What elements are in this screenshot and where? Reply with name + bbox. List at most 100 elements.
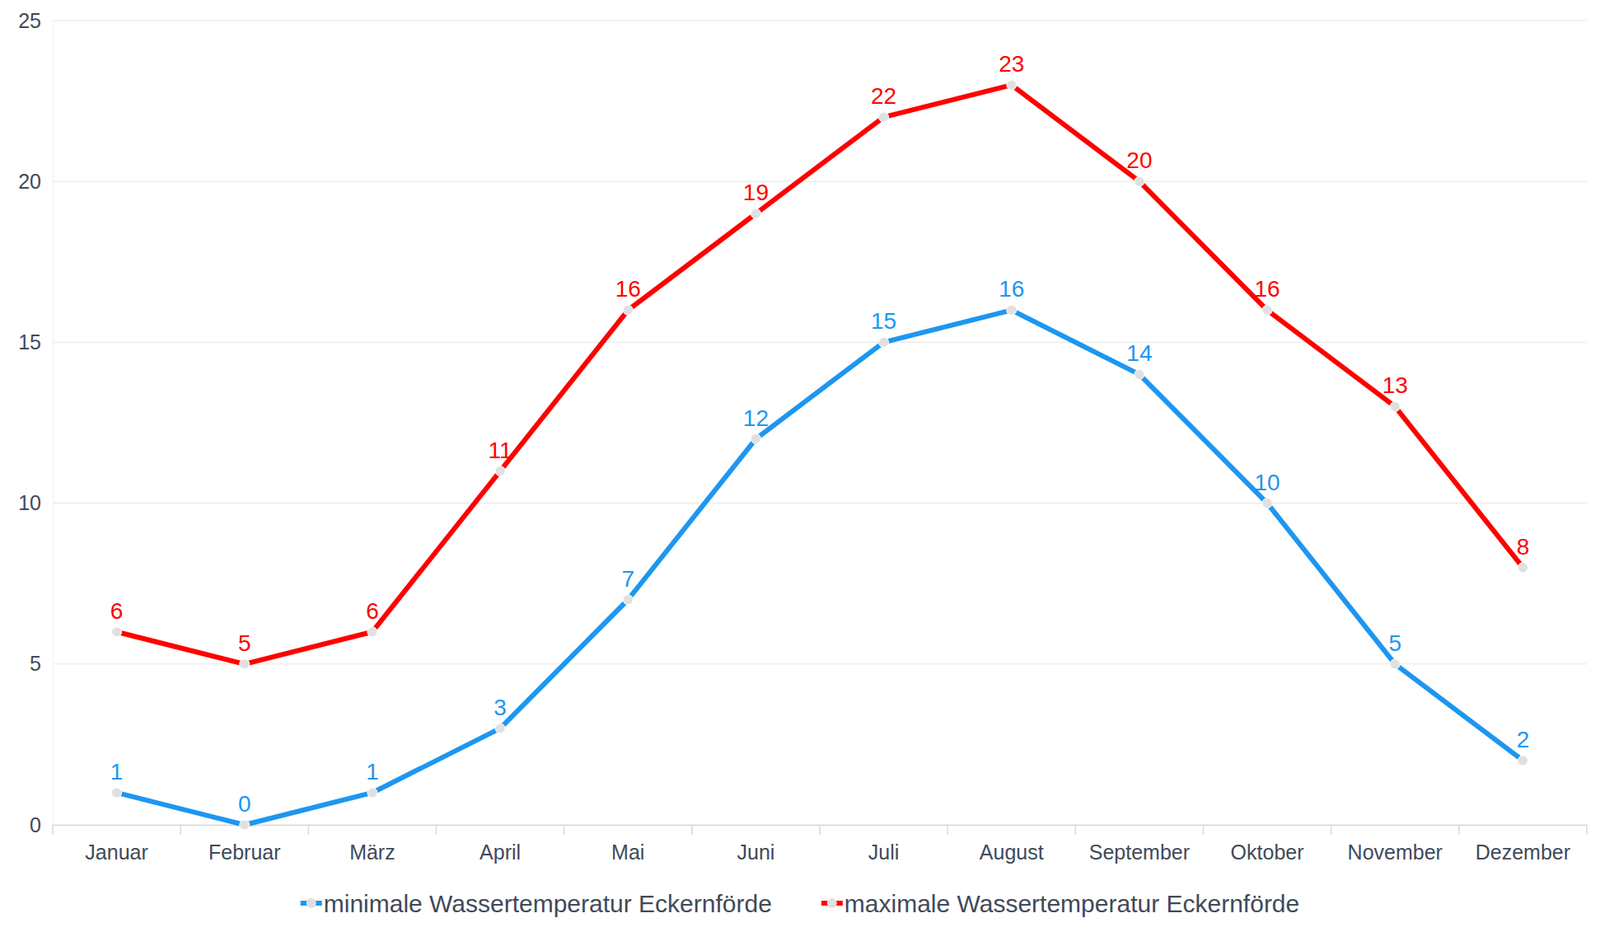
series-line: [116, 309, 1524, 825]
x-separator: [435, 824, 438, 835]
marker: [750, 208, 761, 219]
series-group: [112, 79, 1529, 830]
data-label: 2: [1516, 726, 1530, 753]
y-tick-label: 20: [18, 169, 42, 193]
grid-line: [52, 663, 1587, 665]
x-tick: Oktober: [1230, 824, 1305, 864]
data-label: 11: [488, 437, 513, 464]
marker: [367, 626, 378, 637]
data-label: 16: [615, 276, 641, 302]
y-tick-label: 5: [29, 651, 42, 675]
x-tick: Dezember: [1475, 824, 1571, 864]
data-label: 6: [110, 598, 124, 624]
marker: [495, 466, 506, 477]
x-tick: September: [1089, 824, 1190, 864]
grid-line: [52, 181, 1587, 183]
data-label: 20: [1126, 147, 1152, 174]
x-tick-label: September: [1089, 840, 1190, 864]
marker: [622, 304, 633, 315]
x-tick-label: März: [349, 840, 396, 864]
x-separator: [691, 824, 693, 835]
chart: 0510152025JanuarFebruarMärzAprilMaiJuniJ…: [0, 0, 1600, 932]
markers: [112, 304, 1529, 830]
x-tick-label: November: [1347, 840, 1443, 864]
x-tick-label: Mai: [611, 840, 645, 864]
grid-line: [52, 502, 1587, 504]
marker: [1134, 369, 1145, 379]
y-tick: 20: [18, 169, 53, 193]
y-tick: 25: [18, 9, 53, 33]
plot: 0510152025JanuarFebruarMärzAprilMaiJuniJ…: [18, 9, 1587, 864]
markers: [112, 79, 1529, 670]
x-separator: [1075, 824, 1077, 835]
data-label: 0: [238, 790, 252, 817]
data-label: 23: [998, 51, 1025, 77]
data-label: 3: [493, 694, 507, 721]
y-tick-label: 15: [18, 330, 42, 354]
data-label: 19: [743, 179, 769, 206]
x-tick: Juli: [868, 824, 900, 864]
x-tick: März: [349, 824, 396, 864]
y-axis-line: [52, 21, 54, 826]
marker: [1517, 755, 1528, 766]
legend-item: minimale Wassertemperatur Eckernförde: [300, 889, 772, 917]
marker: [112, 787, 122, 798]
y-tick: 10: [18, 491, 53, 515]
data-label: 16: [998, 276, 1025, 302]
data-label: 16: [1254, 276, 1281, 302]
marker: [1006, 79, 1017, 90]
data-label: 15: [870, 308, 897, 334]
marker: [1134, 176, 1145, 187]
legend-item: maximale Wassertemperatur Eckernförde: [821, 889, 1300, 917]
data-label: 8: [1516, 533, 1530, 560]
grid-line: [52, 20, 1587, 22]
marker: [879, 336, 889, 347]
marker: [622, 594, 633, 605]
legend-label: maximale Wassertemperatur Eckernförde: [844, 889, 1300, 917]
data-label: 22: [870, 83, 897, 109]
x-tick: August: [979, 824, 1044, 864]
data-label: 13: [1382, 372, 1409, 398]
legend-label: minimale Wassertemperatur Eckernförde: [323, 889, 772, 917]
x-separator: [1202, 824, 1205, 835]
marker: [1262, 304, 1273, 315]
marker: [1517, 562, 1528, 573]
x-tick: November: [1347, 824, 1443, 864]
y-axis: 0 5 10 15 20 25: [18, 9, 53, 837]
x-tick-label: Dezember: [1475, 840, 1571, 864]
marker: [239, 659, 250, 670]
data-label: 7: [621, 566, 635, 592]
x-tick-label: Juni: [736, 840, 775, 864]
data-label: 5: [238, 630, 252, 656]
x-separators: [52, 824, 1587, 835]
data-label: 6: [365, 598, 379, 624]
marker: [367, 787, 378, 798]
marker: [750, 434, 761, 445]
x-separator: [946, 824, 949, 835]
x-tick-label: Juli: [868, 840, 900, 864]
legend-marker: [827, 898, 838, 908]
grid: [52, 20, 1587, 825]
x-tick: April: [479, 824, 521, 864]
data-label: 12: [743, 405, 769, 431]
x-tick: Februar: [208, 824, 281, 864]
y-tick: 0: [29, 813, 53, 837]
marker: [1389, 659, 1400, 670]
y-tick-label: 25: [18, 9, 42, 33]
x-separator: [179, 824, 182, 835]
y-tick-label: 10: [18, 491, 42, 515]
marker: [1389, 401, 1400, 412]
x-separator: [51, 824, 54, 835]
legend-marker: [306, 898, 317, 908]
data-labels: 1013712151614105265611161922232016138: [110, 51, 1530, 817]
x-tick-label: August: [979, 840, 1044, 864]
marker: [1262, 498, 1273, 509]
x-tick-label: Oktober: [1230, 840, 1305, 864]
x-separator: [1585, 824, 1588, 835]
data-label: 10: [1254, 469, 1281, 496]
marker: [239, 819, 250, 830]
x-separator: [1330, 824, 1333, 835]
data-label: 5: [1388, 630, 1402, 656]
y-tick: 5: [29, 651, 53, 675]
data-label: 1: [110, 758, 124, 785]
